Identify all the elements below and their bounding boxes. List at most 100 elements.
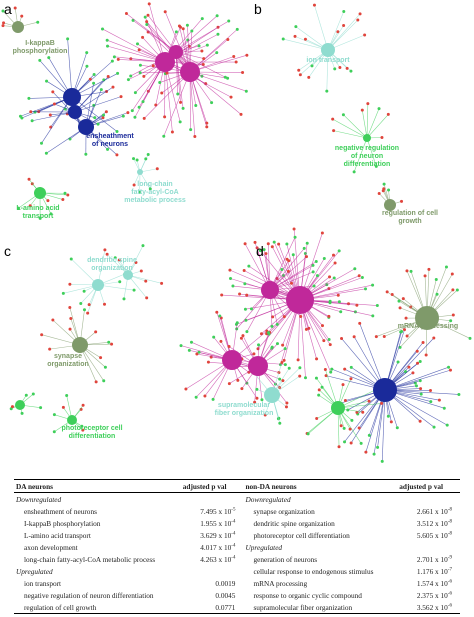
edge [144, 71, 191, 119]
term-node [155, 52, 175, 72]
gene-node [138, 63, 142, 67]
gene-node [270, 245, 274, 249]
gene-node [154, 103, 158, 107]
p-base: 2.375 x 10 [416, 590, 448, 600]
gene-node [267, 331, 271, 335]
gene-node [263, 413, 267, 417]
term-label: of neuron [351, 153, 383, 160]
gene-node [256, 347, 260, 351]
gene-node [1, 9, 5, 13]
gene-node [314, 259, 318, 263]
p-value: 0.0019 [215, 578, 236, 588]
gene-node [311, 263, 315, 267]
gene-node [371, 314, 375, 318]
edge [127, 245, 144, 276]
empty-cell [181, 565, 244, 577]
gene-node [342, 23, 346, 27]
term-node [68, 105, 82, 119]
term-label: ion transport [306, 57, 350, 64]
term-cell: synapse organization [253, 506, 315, 516]
gene-node [376, 445, 380, 449]
term-node [63, 88, 81, 106]
gene-node [260, 398, 264, 402]
term-node [169, 45, 183, 59]
gene-node [312, 3, 316, 7]
gene-node [100, 27, 104, 31]
gene-node [416, 361, 420, 365]
term-label: I-kappaB [25, 40, 55, 47]
gene-node [194, 104, 198, 108]
gene-node [129, 74, 133, 78]
gene-node [243, 282, 247, 286]
gene-node [418, 359, 422, 363]
header-cell: DA neurons [14, 479, 181, 493]
gene-node [194, 395, 198, 399]
gene-node [176, 92, 180, 96]
gene-node [148, 187, 152, 191]
p-exponent: -4 [231, 543, 236, 549]
table-row: axon development 4.017 x 10-4 Upregulated [14, 541, 460, 553]
gene-node [252, 352, 256, 356]
gene-node [137, 48, 141, 52]
gene-node [397, 299, 401, 303]
gene-node [333, 261, 337, 265]
gene-node [170, 130, 174, 134]
gene-node [315, 357, 319, 361]
gene-node [52, 102, 56, 106]
gene-node [133, 91, 137, 95]
gene-node [332, 253, 336, 257]
table-row: Upregulated cellular response to endogeno… [14, 565, 460, 577]
edge [175, 51, 184, 109]
gene-node [291, 253, 295, 257]
gene-node [210, 101, 214, 105]
gene-node [419, 387, 423, 391]
gene-node [132, 288, 136, 292]
table-row: ion transport 0.0019 mRNA processing 1.574 … [14, 577, 460, 589]
gene-node [434, 277, 438, 281]
p-value: 2.661 x 10-8 [397, 505, 460, 517]
edge [337, 407, 362, 444]
gene-node [116, 71, 120, 75]
gene-node [232, 54, 236, 58]
gene-node [151, 64, 155, 68]
gene-node [160, 91, 164, 95]
edge [20, 96, 73, 117]
term-node [415, 306, 439, 330]
gene-node [24, 393, 28, 397]
gene-node [343, 440, 347, 444]
gene-node [141, 100, 145, 104]
edge [71, 258, 99, 286]
gene-node [352, 335, 356, 339]
term-cell: ensheathment of neurons [24, 506, 97, 516]
edge [74, 86, 114, 113]
term-label: negative regulation [335, 145, 399, 152]
gene-node [287, 366, 291, 370]
edge [327, 19, 359, 51]
p-exponent: -8 [447, 507, 452, 513]
gene-node [356, 18, 360, 22]
gene-node [281, 343, 285, 347]
gene-node [110, 59, 114, 63]
header-cell: non-DA neurons [243, 479, 398, 493]
term-label: L-amino acid [16, 205, 59, 212]
gene-node [147, 2, 151, 6]
gene-node [18, 114, 22, 118]
gene-node [305, 241, 309, 245]
gene-node [102, 113, 106, 117]
gene-node [345, 66, 349, 70]
gene-node [380, 136, 384, 140]
gene-node [302, 246, 306, 250]
gene-node [418, 379, 422, 383]
p-value: 4.263 x 10-4 [181, 553, 244, 565]
gene-node [244, 318, 248, 322]
p-base: 7.495 x 10 [200, 506, 232, 516]
gene-node [145, 23, 149, 27]
gene-node [266, 242, 270, 246]
gene-node [236, 378, 240, 382]
term-cell: long-chain fatty-acyl-CoA metabolic proc… [24, 554, 156, 564]
gene-node [61, 198, 65, 202]
gene-node [457, 392, 461, 396]
table-row: I-kappaB phosphorylation 1.955 x 10-4 dend… [14, 517, 460, 529]
edge [97, 284, 135, 291]
gene-node [341, 383, 345, 387]
